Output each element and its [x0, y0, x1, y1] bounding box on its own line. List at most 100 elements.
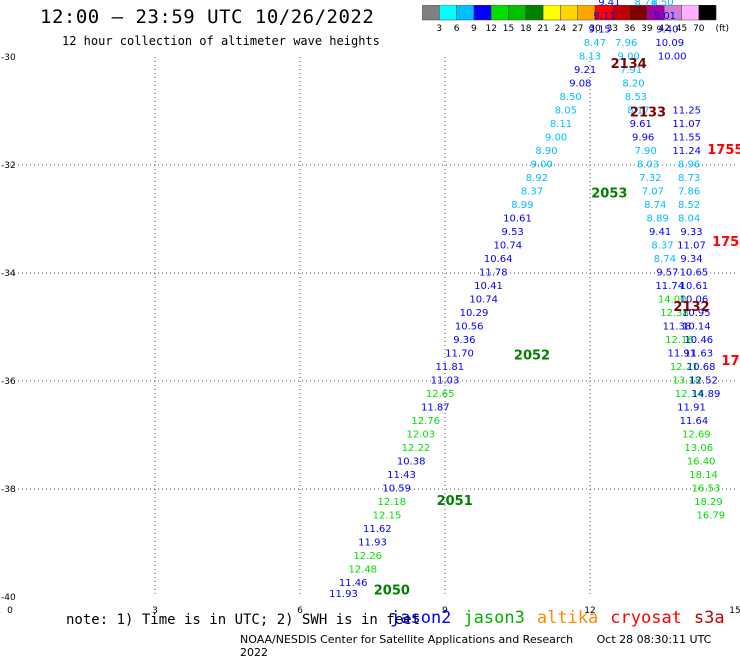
wave-height-point: 18.14 — [689, 470, 718, 481]
wave-height-point: 12.34 — [675, 389, 704, 400]
x-tick-label: 9 — [442, 606, 448, 616]
y-tick-label: -34 — [1, 269, 16, 279]
wave-height-point: 7.91 — [620, 65, 642, 76]
wave-height-point: 9.21 — [574, 65, 596, 76]
wave-height-point: 11.46 — [339, 578, 368, 589]
pass-time-label: 2134 — [611, 57, 647, 72]
wave-height-point: 10.14 — [682, 322, 711, 333]
legend-item-altika: altika — [536, 608, 599, 628]
pass-time-label: 1754 — [712, 235, 740, 250]
x-tick-label: 12 — [584, 606, 595, 616]
wave-height-point: 9.11 — [593, 11, 615, 22]
color-scale-label: 42 — [658, 24, 669, 34]
wave-height-point: 12.18 — [378, 497, 407, 508]
wave-height-point: 10.59 — [382, 484, 411, 495]
color-scale-label: 18 — [520, 24, 532, 34]
wave-height-point: 9.61 — [630, 119, 652, 130]
wave-height-point: 7.96 — [615, 38, 637, 49]
wave-height-point: 12.65 — [426, 389, 455, 400]
color-scale-label: 12 — [485, 24, 496, 34]
wave-height-point: 9.36 — [453, 335, 475, 346]
wave-height-point: 9.34 — [680, 254, 702, 265]
wave-height-point: 8.90 — [535, 146, 557, 157]
wave-height-point: 11.63 — [684, 349, 713, 360]
wave-height-point: 11.93 — [329, 589, 358, 600]
color-scale-unit: (ft) — [715, 24, 729, 34]
color-swatch — [698, 5, 717, 21]
color-scale-label: 36 — [624, 24, 636, 34]
wave-height-point: 9.01 — [654, 11, 676, 22]
x-tick-label: 6 — [297, 606, 303, 616]
y-tick-label: -30 — [1, 53, 16, 63]
wave-height-point: 11.07 — [677, 241, 706, 252]
wave-height-point: 11.55 — [672, 133, 701, 144]
wave-height-point: 10.29 — [460, 308, 489, 319]
y-tick-label: -36 — [1, 377, 16, 387]
chart-subtitle: 12 hour collection of altimeter wave hei… — [62, 34, 380, 48]
wave-height-point: 11.74 — [655, 281, 684, 292]
wave-height-point: 8.52 — [678, 200, 700, 211]
chart-title: 12:00 – 23:59 UTC 10/26/2022 — [40, 6, 375, 28]
wave-height-point: 16.79 — [697, 511, 726, 522]
y-tick-label: -40 — [1, 593, 16, 603]
pass-time-label: 2050 — [374, 583, 410, 598]
wave-height-point: 12.22 — [402, 443, 431, 454]
wave-height-point: 8.99 — [511, 200, 533, 211]
wave-height-point: 12.16 — [665, 335, 694, 346]
x-tick-label: 0 — [7, 606, 13, 616]
wave-height-point: 16.40 — [687, 457, 716, 468]
wave-height-point: 9.53 — [502, 227, 524, 238]
wave-height-point: 12.52 — [689, 376, 718, 387]
color-scale-label: 24 — [555, 24, 567, 34]
wave-height-point: 11.07 — [672, 119, 701, 130]
wave-height-point: 8.37 — [651, 241, 673, 252]
wave-height-point: 10.74 — [494, 241, 523, 252]
wave-height-point: 12.48 — [349, 565, 378, 576]
color-scale-label: 6 — [454, 24, 460, 34]
wave-height-point: 8.37 — [521, 187, 543, 198]
legend-item-s3a: s3a — [693, 608, 725, 628]
wave-height-point: 10.09 — [655, 38, 684, 49]
wave-height-point: 11.62 — [363, 524, 392, 535]
wave-height-point: 8.74 — [634, 0, 656, 9]
color-scale-label: 3 — [436, 24, 442, 34]
y-tick-label: -38 — [1, 485, 16, 495]
wave-height-point: 8.17 — [627, 106, 649, 117]
wave-height-point: 13.18 — [672, 376, 701, 387]
wave-height-point: 7.32 — [639, 173, 661, 184]
x-tick-label: 3 — [152, 606, 158, 616]
wave-height-point: 9.00 — [545, 133, 567, 144]
pass-time-label: 1755 — [707, 143, 740, 158]
wave-height-point: 9.33 — [680, 227, 702, 238]
wave-height-point: 7.07 — [642, 187, 664, 198]
wave-height-point: 18.29 — [694, 497, 723, 508]
wave-height-point: 11.78 — [479, 268, 508, 279]
color-scale-label: 39 — [641, 24, 653, 34]
wave-height-point: 10.56 — [455, 322, 484, 333]
wave-height-point: 8.03 — [637, 160, 659, 171]
wave-height-point: 11.25 — [672, 106, 701, 117]
wave-height-point: 10.38 — [397, 457, 426, 468]
wave-height-point: 11.70 — [445, 349, 474, 360]
wave-height-point: 11.24 — [672, 146, 701, 157]
wave-height-point: 8.04 — [678, 214, 700, 225]
wave-height-point: 9.96 — [632, 133, 654, 144]
color-scale-label: 30 — [589, 24, 601, 34]
wave-height-point: 8.96 — [678, 160, 700, 171]
wave-height-point: 9.41 — [649, 227, 671, 238]
wave-height-point: 8.20 — [622, 79, 644, 90]
wave-height-point: 10.95 — [682, 308, 711, 319]
pass-time-label: 2132 — [673, 300, 709, 315]
wave-height-point: 8.13 — [579, 52, 601, 63]
credit-line: NOAA/NESDIS Center for Satellite Applica… — [240, 633, 740, 659]
color-scale-label: 21 — [537, 24, 548, 34]
wave-height-point: 8.50 — [651, 0, 673, 9]
wave-height-point: 8.47 — [584, 38, 606, 49]
wave-height-point: 11.91 — [668, 349, 697, 360]
color-scale-label: 45 — [676, 24, 687, 34]
wave-height-point: 10.46 — [684, 335, 713, 346]
pass-time-label: 2051 — [437, 494, 473, 509]
wave-height-point: 10.61 — [680, 281, 709, 292]
wave-height-point: 9.57 — [656, 268, 678, 279]
wave-height-point: 10.68 — [687, 362, 716, 373]
